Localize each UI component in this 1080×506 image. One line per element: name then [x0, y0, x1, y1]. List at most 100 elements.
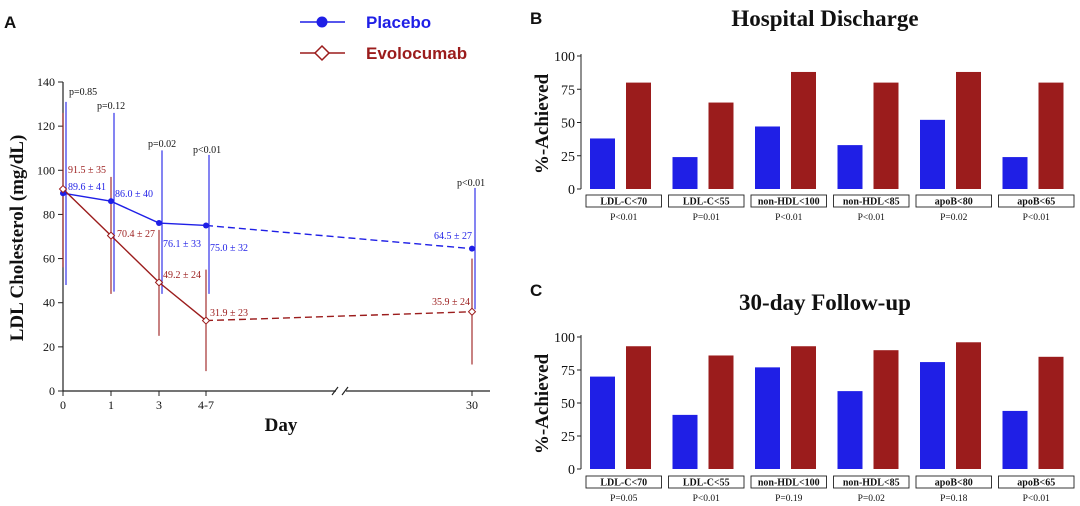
- evolocumab-point: [106, 231, 116, 240]
- panel-c-ytick-label: 50: [561, 397, 575, 412]
- evolocumab-point: [58, 184, 68, 194]
- placebo-series-line: [62, 192, 207, 227]
- evolocumab-point: [201, 316, 211, 325]
- panel-c-plot: 0 25 50 75 100 LDL-C<70 P=0.05 LDL-C<55 P<0.01 no…: [554, 331, 1075, 504]
- evolocumab-series-line-dashed: [205, 311, 473, 322]
- panel-b-bar-placebo: [837, 145, 863, 189]
- panel-a-xlabel: Day: [265, 415, 298, 436]
- placebo-point: [156, 220, 162, 227]
- panel-c-ytick-label: 0: [568, 463, 575, 478]
- panel-b-title: Hospital Discharge: [731, 6, 918, 31]
- panel-c-ytick-label: 25: [561, 430, 575, 445]
- placebo-point: [108, 198, 114, 205]
- panel-b-category-label: LDL-C<55: [683, 197, 730, 208]
- panel-a-p-value: p=0.02: [148, 139, 176, 150]
- panel-c-category-p-value: P=0.18: [940, 494, 968, 504]
- panel-c-bar-placebo: [755, 367, 780, 469]
- panel-c-ylabel: %-Achieved: [532, 353, 553, 454]
- panel-c-category-label: apoB<65: [1017, 478, 1055, 489]
- placebo-point: [469, 245, 475, 252]
- panel-a-ytick-label: 60: [43, 252, 55, 266]
- panel-a-p-value: p<0.01: [457, 178, 485, 189]
- panel-c-category-p-value: P<0.01: [693, 494, 721, 504]
- panel-c-bar-placebo: [920, 362, 945, 469]
- panel-b-category-box: [915, 194, 992, 208]
- panel-a-xtick-label: 4-7: [198, 398, 214, 412]
- panel-a-p-value: p<0.01: [193, 145, 221, 156]
- legend-placebo-marker: [316, 16, 328, 28]
- panel-c-category-box: [750, 475, 827, 489]
- panel-b-bar-placebo: [755, 126, 780, 189]
- panel-a-xtick-label: 30: [466, 398, 478, 412]
- evolocumab-point: [467, 307, 477, 316]
- panel-c-category-label: LDL-C<55: [683, 478, 730, 489]
- panel-c-bar-placebo: [837, 391, 863, 469]
- panel-b-category-label: apoB<80: [935, 197, 973, 208]
- panel-a-ytick-label: 20: [43, 340, 55, 354]
- panel-b-category-label: apoB<65: [1017, 197, 1055, 208]
- panel-c-category-p-value: P=0.19: [775, 494, 803, 504]
- placebo-data-label: 75.0 ± 32: [210, 243, 248, 254]
- panel-b-bar-placebo: [672, 157, 698, 189]
- panel-a-ytick-label: 100: [37, 163, 55, 177]
- panel-b-bar-evolocumab: [626, 82, 651, 189]
- evolocumab-data-label: 49.2 ± 24: [163, 270, 201, 281]
- panel-c-category-label: apoB<80: [935, 478, 973, 489]
- panel-a-ytick-label: 80: [43, 207, 55, 221]
- panel-b-category-p-value: P<0.01: [775, 213, 803, 223]
- panel-a-p-value: p=0.12: [97, 101, 125, 112]
- panel-c-bar-evolocumab: [791, 346, 816, 469]
- panel-b-bar-evolocumab: [1038, 82, 1064, 189]
- panel-a-xtick-label: 3: [156, 398, 162, 412]
- panel-a-xtick-label: 1: [108, 398, 114, 412]
- evolocumab-data-label: 91.5 ± 35: [68, 165, 106, 176]
- panel-a-axis-break-mark: [331, 386, 339, 396]
- panel-b-ytick-label: 0: [568, 183, 575, 198]
- panel-c-category-label: non-HDL<85: [843, 478, 900, 489]
- panel-b-category-p-value: P=0.01: [693, 213, 721, 223]
- panel-b-ytick-label: 75: [561, 83, 575, 98]
- panel-b-ytick-label: 50: [561, 117, 575, 132]
- placebo-data-label: 64.5 ± 27: [434, 231, 472, 242]
- evolocumab-data-label: 35.9 ± 24: [432, 297, 470, 308]
- panel-b-bar-placebo: [920, 119, 945, 189]
- panel-c-letter: C: [530, 281, 542, 300]
- panel-b-category-label: non-HDL<100: [758, 197, 820, 208]
- evolocumab-data-label: 31.9 ± 23: [210, 308, 248, 319]
- panel-c-ytick-label: 100: [554, 331, 575, 346]
- panel-b-ylabel: %-Achieved: [532, 73, 553, 174]
- panel-c-ytick-label: 75: [561, 364, 575, 379]
- panel-c-bar-placebo: [1002, 410, 1028, 469]
- panel-c-category-box: [833, 475, 910, 489]
- panel-b-plot: 0 25 50 75 100 LDL-C<70 P<0.01 LDL-C<55 P=0.01 no…: [554, 50, 1075, 223]
- panel-b-category-p-value: P=0.02: [940, 213, 968, 223]
- panel-b-letter: B: [530, 9, 542, 28]
- legend-evolocumab-label: Evolocumab: [366, 44, 467, 63]
- legend-placebo-label: Placebo: [366, 13, 431, 32]
- panel-b-category-box: [668, 194, 745, 208]
- panel-a-marks: 89.6 ± 41 86.0 ± 40 76.1 ± 33 75.0 ± 32 64.5…: [58, 87, 485, 372]
- panel-a-ytick-label: 120: [37, 119, 55, 133]
- panel-c-bar-chart: 30-day Follow-up %-Achieved 0 25 50 75 100 LD…: [532, 290, 1075, 504]
- panel-a-ytick-label: 40: [43, 296, 55, 310]
- panel-c-category-box: [668, 475, 745, 489]
- panel-c-category-p-value: P<0.01: [1023, 494, 1051, 504]
- panel-b-ytick-label: 25: [561, 150, 575, 165]
- placebo-data-label: 89.6 ± 41: [68, 182, 106, 193]
- panel-c-bar-evolocumab: [873, 350, 899, 469]
- panel-b-ytick-label: 100: [554, 50, 575, 65]
- panel-b-category-box: [833, 194, 910, 208]
- panel-c-category-p-value: P=0.02: [858, 494, 886, 504]
- panel-b-category-p-value: P<0.01: [1023, 213, 1051, 223]
- panel-c-category-box: [915, 475, 992, 489]
- panel-a-letter: A: [4, 13, 16, 32]
- panel-b-bar-chart: Hospital Discharge %-Achieved 0 25 50 75 100…: [532, 6, 1075, 223]
- placebo-data-label: 86.0 ± 40: [115, 189, 153, 200]
- panel-a-ylabel: LDL Cholesterol (mg/dL): [7, 135, 28, 342]
- panel-c-bar-placebo: [672, 414, 698, 469]
- panel-c-bar-evolocumab: [956, 342, 981, 469]
- panel-a-xtick-label: 0: [60, 398, 66, 412]
- panel-b-category-p-value: P<0.01: [858, 213, 886, 223]
- panel-a-axes: 0 20 40 60 80 100 120 140 0 1 3 4-7 30: [37, 75, 490, 412]
